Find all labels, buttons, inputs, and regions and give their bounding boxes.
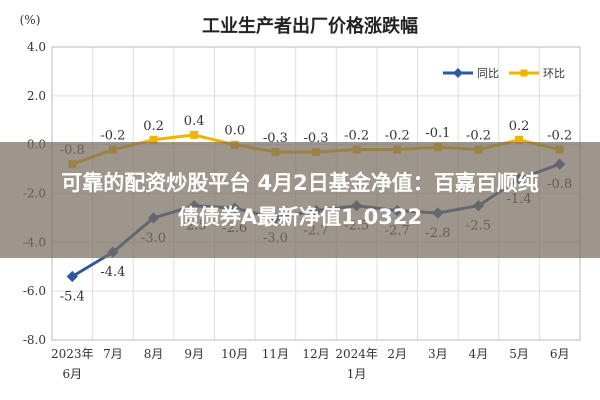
x-tick-label: 1月 (347, 367, 367, 381)
legend-label: 环比 (543, 67, 565, 80)
data-label: -0.1 (425, 126, 450, 141)
data-label: -0.2 (466, 129, 491, 144)
data-point (149, 135, 158, 144)
data-label: 0.4 (184, 114, 205, 129)
x-tick-label: 8月 (144, 347, 164, 361)
headline-line-1: 可靠的配资炒股平台 4月2日基金净值：百嘉百顺纯 (61, 171, 539, 195)
y-tick-label: -6.0 (23, 284, 46, 298)
legend-item-yoy: 同比 (443, 67, 499, 80)
x-tick-label: 5月 (509, 347, 529, 361)
data-label: -0.2 (344, 129, 369, 144)
x-tick-label: 6月 (62, 367, 82, 381)
x-tick-label: 3月 (428, 347, 448, 361)
legend-marker (453, 68, 463, 78)
chart-title: 工业生产者出厂价格涨跌幅 (202, 15, 418, 37)
x-tick-label: 2月 (387, 347, 407, 361)
data-point (190, 130, 199, 139)
x-tick-label: 10月 (221, 347, 248, 361)
data-label: -0.2 (547, 129, 572, 144)
x-tick-label: 6月 (550, 347, 570, 361)
legend-item-mom: 环比 (509, 67, 565, 80)
x-tick-label: 2024年 (335, 347, 378, 361)
y-tick-label: 2.0 (27, 89, 46, 103)
x-tick-label: 12月 (302, 347, 329, 361)
y-axis-unit: (%) (20, 13, 41, 27)
x-tick-label: 11月 (262, 347, 289, 361)
data-point (515, 135, 524, 144)
y-tick-label: -8.0 (23, 333, 46, 347)
legend-marker (520, 69, 528, 77)
headline-banner[interactable]: 可靠的配资炒股平台 4月2日基金净值：百嘉百顺纯 债债券A最新净值1.0322 (0, 142, 600, 258)
data-label: -5.4 (60, 290, 85, 305)
x-tick-label: 7月 (103, 347, 123, 361)
data-label: 0.2 (509, 119, 530, 134)
x-tick-label: 4月 (469, 347, 489, 361)
data-label: -0.2 (100, 129, 125, 144)
y-tick-label: 4.0 (27, 40, 46, 54)
data-label: -4.4 (100, 265, 125, 280)
data-label: 0.0 (224, 124, 245, 139)
legend-label: 同比 (477, 67, 499, 80)
x-tick-label: 9月 (184, 347, 204, 361)
data-label: 0.2 (143, 119, 164, 134)
headline-line-2: 债债券A最新净值1.0322 (177, 205, 423, 229)
legend: 同比 环比 (443, 67, 565, 80)
data-label: -0.2 (385, 129, 410, 144)
x-tick-label: 2023年 (51, 347, 94, 361)
